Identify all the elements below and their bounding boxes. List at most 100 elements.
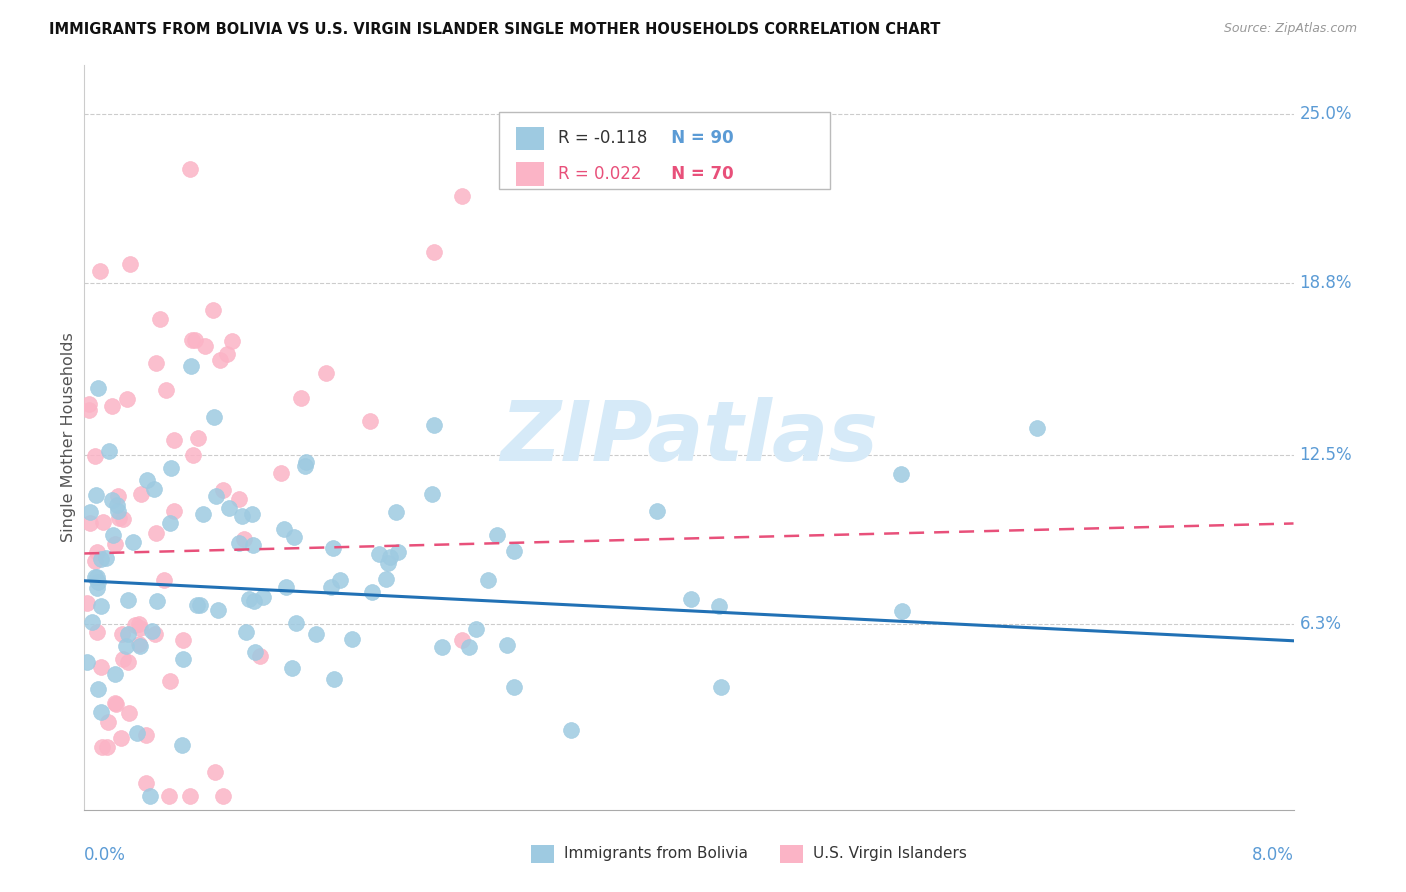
Text: 12.5%: 12.5% bbox=[1299, 446, 1353, 464]
Point bbox=[145, 526, 167, 541]
Point bbox=[87, 681, 110, 696]
Point bbox=[86, 381, 108, 395]
Point bbox=[129, 621, 152, 635]
Point bbox=[423, 418, 446, 433]
Point bbox=[79, 516, 101, 530]
Point bbox=[117, 626, 139, 640]
Point bbox=[157, 789, 180, 804]
Point bbox=[115, 640, 138, 654]
Point bbox=[294, 459, 316, 474]
Point bbox=[890, 467, 912, 482]
Point bbox=[322, 541, 344, 555]
Point bbox=[129, 487, 152, 501]
Point bbox=[204, 764, 226, 779]
Point bbox=[645, 504, 668, 518]
Point bbox=[76, 596, 98, 610]
Point bbox=[281, 661, 304, 675]
Point bbox=[238, 592, 260, 607]
Point bbox=[284, 616, 307, 631]
Point bbox=[181, 333, 204, 347]
Point bbox=[378, 550, 401, 565]
Point bbox=[93, 515, 115, 529]
Point bbox=[104, 536, 127, 550]
Point bbox=[420, 487, 443, 501]
Point bbox=[295, 455, 318, 469]
Point bbox=[84, 553, 107, 567]
Point bbox=[96, 739, 118, 754]
Point bbox=[321, 580, 343, 594]
Point bbox=[104, 667, 127, 681]
Point bbox=[98, 443, 121, 458]
Point bbox=[218, 501, 240, 516]
Point bbox=[136, 473, 159, 487]
Text: 18.8%: 18.8% bbox=[1299, 275, 1353, 293]
Point bbox=[84, 488, 107, 502]
Point bbox=[377, 556, 399, 570]
Point bbox=[340, 632, 363, 646]
Point bbox=[90, 552, 112, 566]
Text: Source: ZipAtlas.com: Source: ZipAtlas.com bbox=[1223, 22, 1357, 36]
Point bbox=[124, 617, 146, 632]
Point bbox=[249, 648, 271, 663]
Point bbox=[110, 731, 132, 746]
Point bbox=[145, 356, 167, 370]
Point bbox=[90, 705, 112, 719]
Point bbox=[163, 434, 186, 448]
Point bbox=[679, 592, 702, 607]
Point bbox=[96, 551, 118, 566]
Point bbox=[86, 624, 108, 639]
Point bbox=[179, 161, 201, 176]
Point bbox=[111, 652, 134, 666]
Point bbox=[160, 460, 183, 475]
Text: IMMIGRANTS FROM BOLIVIA VS U.S. VIRGIN ISLANDER SINGLE MOTHER HOUSEHOLDS CORRELA: IMMIGRANTS FROM BOLIVIA VS U.S. VIRGIN I… bbox=[49, 22, 941, 37]
Point bbox=[107, 504, 129, 518]
Point bbox=[186, 598, 208, 612]
Point bbox=[90, 740, 112, 755]
Point bbox=[96, 715, 118, 730]
Point bbox=[451, 632, 474, 647]
Point bbox=[155, 383, 177, 397]
Point bbox=[84, 449, 107, 463]
Point bbox=[117, 592, 139, 607]
Point bbox=[128, 617, 150, 632]
Point bbox=[270, 466, 292, 480]
Point bbox=[149, 311, 172, 326]
Point bbox=[90, 660, 112, 674]
Point bbox=[159, 673, 181, 688]
Point bbox=[233, 532, 256, 546]
Point bbox=[211, 789, 233, 804]
Point bbox=[86, 570, 108, 584]
Point bbox=[204, 489, 226, 503]
Point bbox=[423, 244, 446, 259]
Point bbox=[290, 391, 312, 405]
Point bbox=[235, 625, 257, 640]
Point bbox=[159, 516, 181, 530]
Point bbox=[141, 624, 163, 638]
Point bbox=[375, 573, 398, 587]
Point bbox=[202, 303, 225, 318]
Point bbox=[240, 508, 263, 522]
Point bbox=[152, 573, 174, 587]
Point bbox=[145, 627, 167, 641]
Point bbox=[135, 728, 157, 742]
Point bbox=[104, 697, 127, 711]
Point bbox=[104, 696, 127, 710]
Point bbox=[90, 599, 112, 613]
Point bbox=[503, 680, 526, 694]
Point bbox=[142, 483, 165, 497]
Text: 25.0%: 25.0% bbox=[1299, 105, 1353, 123]
Point bbox=[135, 776, 157, 790]
Point bbox=[457, 640, 479, 654]
Text: N = 90: N = 90 bbox=[654, 129, 734, 147]
Point bbox=[451, 189, 474, 203]
Point bbox=[77, 397, 100, 411]
Point bbox=[243, 645, 266, 659]
Point bbox=[108, 511, 131, 525]
Point bbox=[111, 627, 134, 641]
Point bbox=[217, 346, 239, 360]
Text: N = 70: N = 70 bbox=[654, 165, 734, 183]
Point bbox=[211, 483, 233, 497]
Point bbox=[710, 680, 733, 694]
Point bbox=[180, 359, 202, 373]
Point bbox=[172, 652, 194, 666]
